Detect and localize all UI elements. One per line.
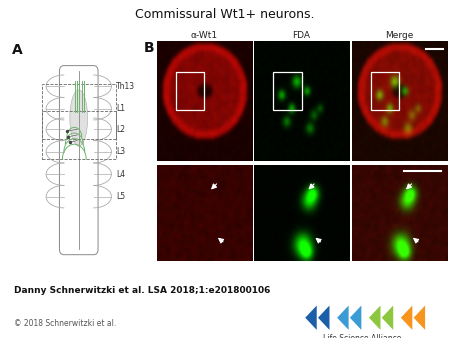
Text: © 2018 Schnerwitzki et al.: © 2018 Schnerwitzki et al. [14,319,116,329]
Text: Commissural Wt1+ neurons.: Commissural Wt1+ neurons. [135,8,315,21]
Polygon shape [414,306,425,330]
Bar [273,72,302,110]
Text: Life Science Alliance: Life Science Alliance [324,334,402,338]
FancyBboxPatch shape [59,66,98,255]
Polygon shape [369,306,381,330]
Text: A: A [12,43,22,57]
Text: L5: L5 [116,192,125,201]
Text: Merge: Merge [385,31,413,40]
Text: L1: L1 [116,104,125,113]
Text: FDA: FDA [292,31,310,40]
Polygon shape [382,306,393,330]
Bar [371,72,399,110]
Polygon shape [337,306,349,330]
Text: B: B [144,41,155,54]
Polygon shape [305,306,317,330]
Ellipse shape [70,90,88,146]
Text: Th13: Th13 [116,82,135,91]
Bar [176,72,204,110]
Polygon shape [350,306,361,330]
Text: L3: L3 [116,147,125,156]
Polygon shape [318,306,329,330]
Text: Danny Schnerwitzki et al. LSA 2018;1:e201800106: Danny Schnerwitzki et al. LSA 2018;1:e20… [14,286,270,295]
Text: L2: L2 [116,125,125,134]
Text: α-Wt1: α-Wt1 [190,31,217,40]
Bar [41,84,116,159]
Text: L4: L4 [116,170,125,179]
Bar [41,111,116,139]
Polygon shape [401,306,412,330]
